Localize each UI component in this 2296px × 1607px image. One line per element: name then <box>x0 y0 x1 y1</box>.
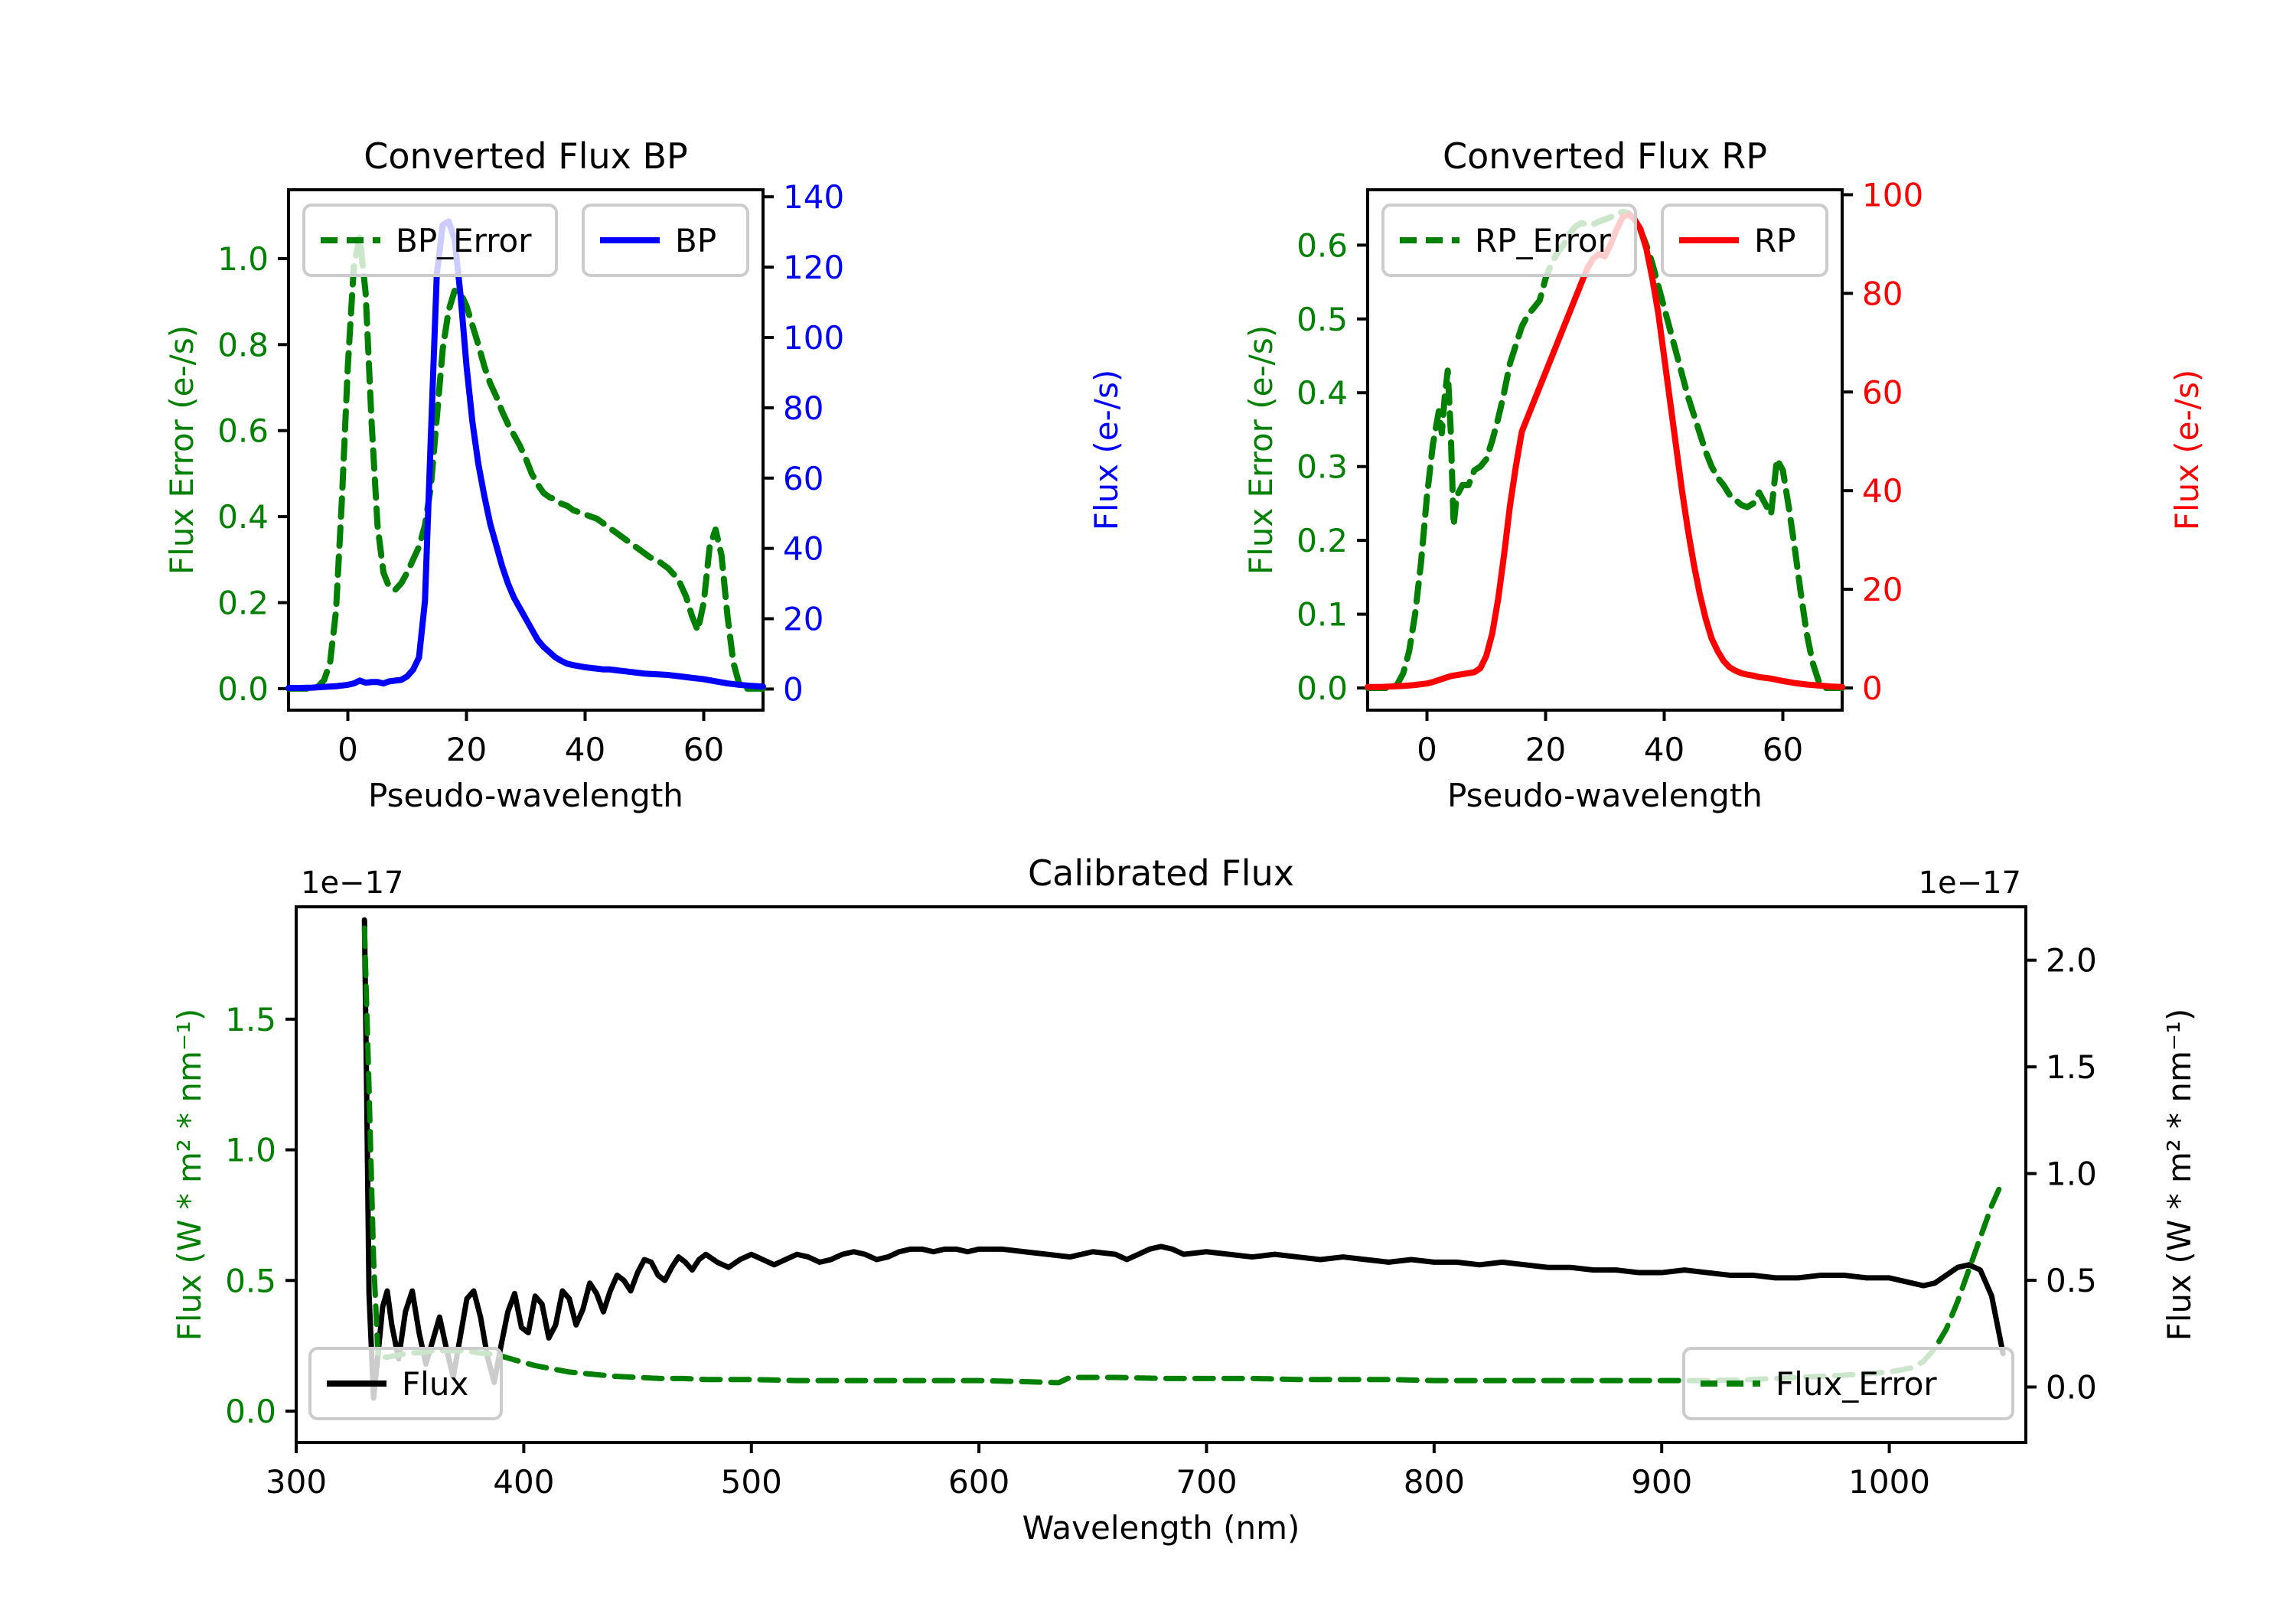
panel-bp-yticklabel-right: 20 <box>783 601 823 638</box>
panel-calibrated-yticklabel-right: 0.5 <box>2046 1262 2097 1299</box>
panel-calibrated-yticklabel-left: 0.5 <box>225 1262 276 1299</box>
panel-rp: Converted Flux RP0 20 40 60Pseudo-wavelengt… <box>1242 135 2206 814</box>
panel-rp-xticklabel: 60 <box>1763 731 1803 768</box>
legend-flux[interactable]: Flux <box>308 1347 503 1420</box>
legend-rp[interactable]: RP <box>1661 204 1828 277</box>
panel-calibrated-xticklabel: 1000 <box>1848 1463 1930 1501</box>
panel-calibrated-xticklabel: 800 <box>1404 1463 1465 1501</box>
panel-bp-yticklabel-right: 100 <box>783 319 844 357</box>
legend-bp-box <box>582 204 749 277</box>
legend-flux-error[interactable]: Flux_Error <box>1682 1347 2014 1420</box>
panel-bp-xticklabel: 20 <box>446 731 487 768</box>
panel-calibrated-yticklabel-left: 0.0 <box>225 1393 276 1430</box>
panel-calibrated-yticklabel-right: 0.0 <box>2046 1368 2097 1406</box>
panel-bp: Converted Flux BP0 20 40 60Pseudo-wavelengt… <box>163 135 1125 814</box>
panel-bp-series-bp <box>285 218 766 692</box>
panel-rp-series-rp_error <box>1365 208 1845 692</box>
panel-bp-yticklabel-right: 120 <box>783 249 844 286</box>
panel-bp-yaxis-label-left: Flux Error (e-/s) <box>163 325 201 575</box>
panel-rp-yaxis-label-left: Flux Error (e-/s) <box>1242 325 1280 575</box>
panel-bp-yticklabel-right: 0 <box>783 670 804 708</box>
panel-bp-xticklabel: 40 <box>565 731 605 768</box>
panel-bp-yticklabel-left: 0.4 <box>217 498 269 536</box>
panel-calibrated-yaxis-label-left: Flux (W * m² * nm⁻¹) <box>171 1009 208 1341</box>
legend-flux-error-box <box>1682 1347 2014 1420</box>
panel-rp-yticklabel-left: 0.1 <box>1296 596 1348 634</box>
legend-rp-error-box <box>1381 204 1637 277</box>
panel-bp-yaxis-label-right: Flux (e-/s) <box>1088 370 1125 530</box>
legend-bp[interactable]: BP <box>582 204 749 277</box>
panel-calibrated-yticklabel-right: 1.0 <box>2046 1156 2097 1193</box>
panel-bp-yticklabel-left: 1.0 <box>217 240 269 278</box>
panel-rp-yticklabel-left: 0.3 <box>1296 448 1348 486</box>
legend-rp-label: RP <box>1754 222 1796 259</box>
panel-rp-yticklabel-right: 20 <box>1862 571 1903 608</box>
panel-rp-yticklabel-right: 100 <box>1862 176 1923 214</box>
panel-calibrated-series-flux <box>361 917 2006 1401</box>
panel-bp-yticklabel-right: 80 <box>783 390 823 427</box>
panel-bp-yticklabel-right: 40 <box>783 530 823 568</box>
legend-rp-box <box>1661 204 1828 277</box>
legend-flux-label: Flux <box>402 1365 468 1403</box>
panel-rp-yticklabel-right: 80 <box>1862 275 1903 312</box>
panel-rp-yticklabel-left: 0.6 <box>1296 227 1348 264</box>
legend-flux-error-label: Flux_Error <box>1776 1365 1937 1403</box>
panel-bp-yticklabel-left: 0.0 <box>217 670 269 708</box>
panel-bp-yticklabel-left: 0.8 <box>217 326 269 363</box>
panel-rp-xticklabel: 20 <box>1525 731 1566 768</box>
panel-rp-xticklabel: 40 <box>1644 731 1684 768</box>
panel-calibrated-xticklabel: 900 <box>1631 1463 1692 1501</box>
legend-rp-error[interactable]: RP_Error <box>1381 204 1637 277</box>
panel-calibrated-yticklabel-left: 1.0 <box>225 1132 276 1169</box>
panel-calibrated-yticklabel-right: 1.5 <box>2046 1048 2097 1086</box>
panel-rp-yticklabel-left: 0.0 <box>1296 670 1348 707</box>
panel-calibrated-xticklabel: 600 <box>948 1463 1009 1501</box>
panel-bp-yticklabel-right: 140 <box>783 178 844 216</box>
panel-bp-series-bp_error <box>285 233 766 692</box>
panel-bp-xticklabel: 0 <box>338 731 358 768</box>
panel-rp-xticklabel: 0 <box>1417 731 1437 768</box>
panel-calibrated-offset-right: 1e−17 <box>1919 865 2021 901</box>
legend-flux-box <box>308 1347 503 1420</box>
legend-bp-error[interactable]: BP_Error <box>302 204 558 277</box>
panel-rp-yticklabel-right: 40 <box>1862 472 1903 510</box>
panel-rp-title: Converted Flux RP <box>1443 135 1767 177</box>
panel-rp-yaxis-label-right: Flux (e-/s) <box>2168 370 2206 530</box>
legend-bp-label: BP <box>675 222 716 259</box>
panel-calibrated-xaxis-label: Wavelength (nm) <box>1022 1509 1300 1547</box>
panel-bp-yticklabel-left: 0.2 <box>217 585 269 622</box>
panel-rp-xaxis-label: Pseudo-wavelength <box>1447 777 1763 814</box>
panel-bp-yticklabel-right: 60 <box>783 460 823 497</box>
panel-calibrated-yaxis-label-right: Flux (W * m² * nm⁻¹) <box>2161 1009 2198 1341</box>
panel-calibrated-xticklabel: 400 <box>493 1463 554 1501</box>
legend-rp-error-label: RP_Error <box>1475 222 1612 259</box>
panel-calibrated-offset-left: 1e−17 <box>301 865 403 901</box>
panel-rp-yticklabel-left: 0.4 <box>1296 374 1348 412</box>
panel-calibrated-xticklabel: 300 <box>266 1463 327 1501</box>
panel-bp-yticklabel-left: 0.6 <box>217 412 269 450</box>
panel-rp-yticklabel-left: 0.5 <box>1296 301 1348 338</box>
panel-bp-xaxis-label: Pseudo-wavelength <box>368 777 683 814</box>
panel-calibrated-yticklabel-left: 1.5 <box>225 1001 276 1038</box>
panel-calibrated: Calibrated Flux 1e−17 1e−17 300 400 500 600 700… <box>171 852 2198 1547</box>
panel-calibrated-yticklabel-right: 2.0 <box>2046 942 2097 980</box>
panel-calibrated-series-flux_error <box>361 925 2006 1386</box>
panel-rp-yticklabel-right: 60 <box>1862 373 1903 411</box>
panel-bp-frame <box>287 188 765 712</box>
panel-calibrated-xticklabel: 700 <box>1176 1463 1237 1501</box>
panel-rp-yticklabel-right: 0 <box>1862 670 1883 707</box>
panel-rp-yticklabel-left: 0.2 <box>1296 522 1348 559</box>
legend-bp-error-box <box>302 204 558 277</box>
panel-calibrated-title: Calibrated Flux <box>1028 852 1294 894</box>
panel-rp-series-rp <box>1365 211 1845 690</box>
panel-calibrated-xticklabel: 500 <box>721 1463 782 1501</box>
legend-bp-error-label: BP_Error <box>396 222 532 259</box>
panel-bp-title: Converted Flux BP <box>364 135 688 177</box>
panel-bp-xticklabel: 60 <box>683 731 724 768</box>
panel-rp-frame <box>1366 188 1844 712</box>
